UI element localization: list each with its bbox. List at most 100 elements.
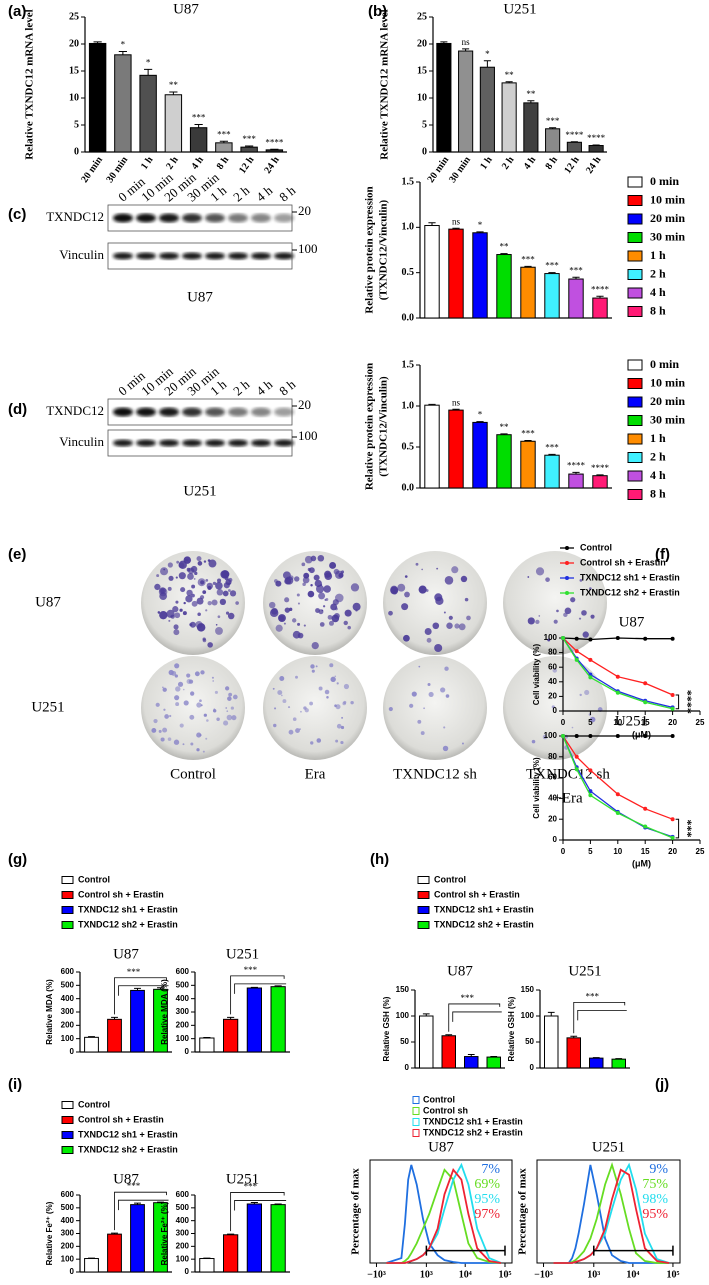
colony	[284, 597, 290, 603]
row-label: U251	[31, 699, 64, 715]
colony	[230, 706, 234, 710]
blot-frame	[107, 398, 293, 426]
colony	[397, 583, 406, 592]
bar	[496, 434, 512, 489]
point	[574, 734, 579, 738]
blot-row-label: TXNDC12	[46, 209, 104, 224]
blot-band	[113, 439, 133, 447]
y-tick-label: 0.5	[402, 267, 415, 278]
legend-swatch	[61, 1131, 74, 1139]
legend-label: TXNDC12 sh2 + Erastin	[423, 1127, 523, 1137]
colony	[228, 692, 233, 697]
error-bar	[118, 51, 127, 55]
colony	[582, 631, 589, 638]
y-tick-label: 0	[530, 1063, 535, 1072]
colony	[191, 600, 198, 607]
colony	[288, 729, 294, 735]
error-bar	[596, 295, 604, 299]
plate	[383, 656, 487, 760]
y-tick-label: 40	[548, 794, 557, 803]
colony	[175, 600, 179, 604]
significance-label: **	[505, 70, 515, 80]
colony	[232, 694, 238, 700]
x-tick-label: 25	[696, 718, 705, 727]
colony	[318, 686, 323, 691]
y-tick-label: 500	[61, 980, 75, 989]
bar	[479, 66, 495, 153]
blot-band	[251, 439, 271, 447]
blot-frame	[107, 429, 293, 457]
colony	[527, 617, 535, 625]
colony	[227, 612, 235, 620]
y-tick-label: 10	[69, 92, 79, 103]
lane-label: 8 h	[276, 376, 298, 398]
x-tick-label: 12 h	[562, 154, 582, 175]
blot-band	[136, 213, 156, 223]
legend-label: Control sh + Erastin	[434, 889, 520, 899]
chart-title: U251	[226, 946, 259, 962]
legend-label: 10 min	[650, 192, 685, 206]
colony	[303, 706, 307, 710]
y-tick-label: 0.5	[402, 441, 415, 452]
legend-label: TXNDC12 sh2 + Erastin	[434, 919, 534, 929]
colony	[297, 622, 301, 626]
legend-marker	[565, 546, 569, 550]
blot-band	[205, 252, 225, 260]
blot-band	[182, 213, 202, 223]
colony	[310, 741, 314, 745]
y-axis-label: Relative TXNDC12 mRNA level	[379, 9, 391, 159]
colony	[178, 572, 186, 580]
chart-title: U251	[226, 1171, 259, 1187]
colony	[288, 575, 294, 581]
y-tick-label: 0	[70, 1267, 75, 1276]
y-tick-label: 1.5	[402, 359, 415, 370]
legend-swatch	[627, 378, 643, 389]
bar	[199, 1037, 215, 1053]
blot-band	[182, 439, 202, 447]
y-axis-label: Relative GSH (%)	[507, 996, 516, 1061]
blot-band	[136, 407, 156, 417]
x-tick-label: 20	[668, 847, 677, 856]
significance-label: **	[526, 89, 536, 99]
y-axis-label: Relative protein expression	[364, 363, 376, 490]
x-tick-label: 1 h	[478, 154, 495, 171]
point	[588, 793, 593, 798]
colony	[275, 624, 283, 632]
significance-label: ***	[681, 820, 695, 838]
panel-label: (i)	[8, 1076, 22, 1093]
x-tick-label: 20 min	[425, 154, 451, 185]
y-axis-label: Cell viability (%)	[532, 757, 541, 819]
error-bar	[548, 272, 556, 274]
gate	[593, 1245, 674, 1256]
colony	[423, 707, 425, 710]
y-tick-label: 600	[61, 967, 75, 976]
colony	[283, 622, 286, 625]
legend-swatch	[627, 213, 643, 225]
y-tick-label: 300	[176, 1229, 190, 1238]
colony	[226, 710, 229, 712]
blot-band	[113, 252, 133, 260]
panel-label: (f)	[655, 546, 670, 563]
colony	[190, 742, 194, 746]
colony	[215, 627, 223, 635]
significance-label: ***	[569, 265, 583, 275]
colony	[183, 700, 189, 706]
series-line	[562, 735, 673, 820]
colony	[188, 567, 195, 575]
colony	[272, 687, 275, 690]
bar	[544, 1015, 559, 1069]
colony	[183, 601, 186, 605]
percent-label: 7%	[481, 1162, 500, 1177]
x-tick-label: 10	[613, 847, 622, 856]
bar	[588, 145, 604, 153]
blot-row-label: TXNDC12	[46, 403, 104, 418]
point	[615, 792, 620, 797]
y-tick-label: 300	[61, 1007, 75, 1016]
y-tick-label: 80	[548, 752, 557, 761]
colony	[211, 676, 214, 679]
legend-label: Control sh + Erastin	[78, 889, 164, 899]
colony	[175, 686, 181, 692]
plate	[263, 656, 367, 760]
point	[643, 806, 648, 811]
percent-label: 69%	[474, 1177, 500, 1192]
